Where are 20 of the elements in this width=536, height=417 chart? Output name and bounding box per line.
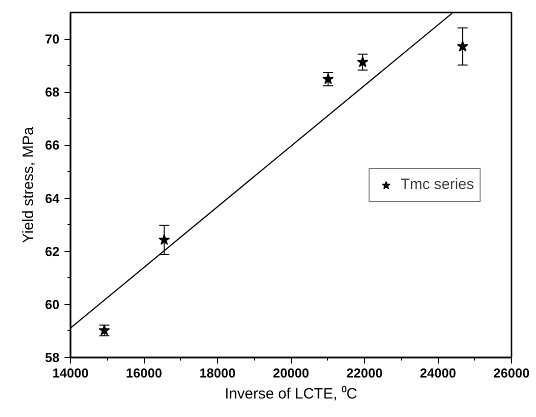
point: [356, 56, 368, 68]
x-tick-label: 22000: [346, 366, 383, 380]
x-axis-title: Inverse of LCTE, ⁰C: [224, 386, 358, 402]
x-tick-label: 26000: [493, 366, 530, 380]
y-tick-label: 64: [45, 190, 60, 206]
point: [158, 234, 170, 245]
y-tick-label: 66: [45, 138, 60, 153]
x-tick-label: 14000: [52, 366, 89, 380]
y-tick-label: 68: [45, 84, 60, 100]
y-axis-title: Yield stress, MPa: [20, 126, 38, 244]
y-tick-label: 58: [45, 350, 60, 365]
x-tick-label: 18000: [199, 366, 236, 380]
y-tick-label: 62: [45, 244, 60, 259]
y-tick-label: 70: [45, 32, 60, 47]
legend-label: Tmc series: [400, 176, 474, 193]
x-tick-label: 16000: [126, 366, 162, 380]
point: [456, 40, 468, 52]
x-tick-label: 24000: [420, 366, 456, 380]
x-tick-label: 20000: [272, 366, 310, 380]
y-tick-label: 60: [45, 296, 60, 312]
